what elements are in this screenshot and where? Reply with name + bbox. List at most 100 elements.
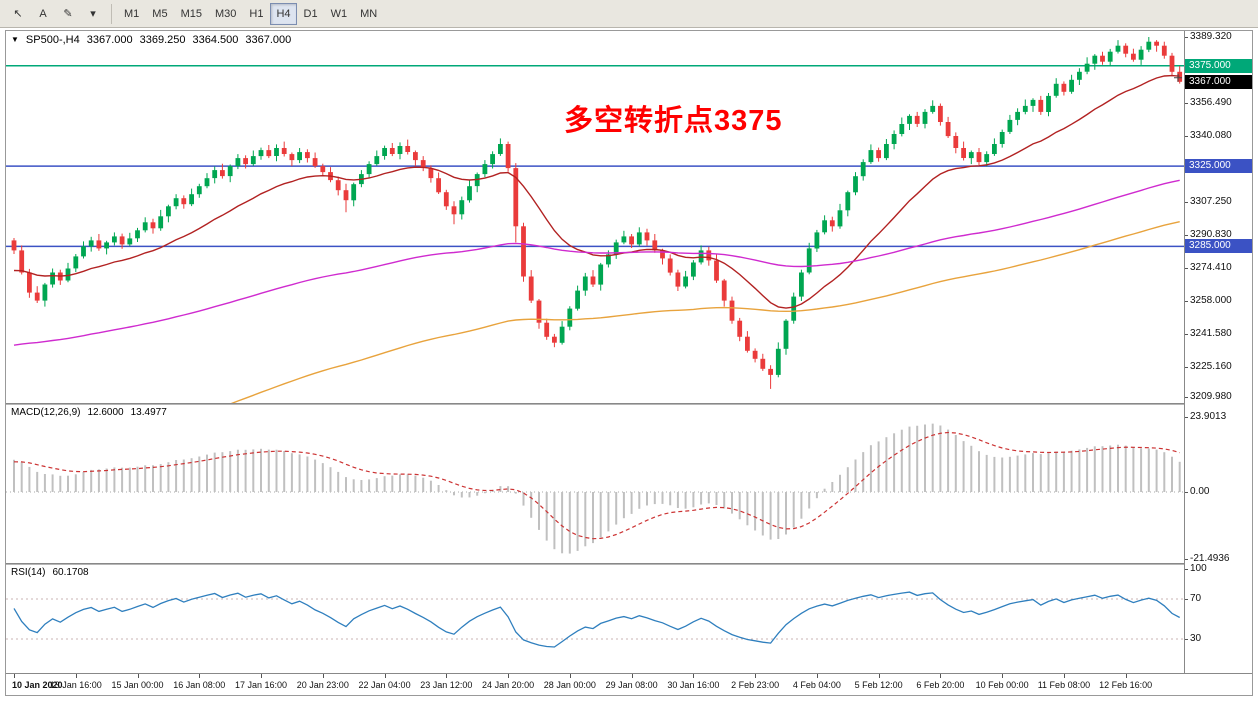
axis-tick [1185,559,1188,560]
macd-pane-svg [6,423,1184,554]
axis-tick [1185,417,1188,418]
axis-tick [1185,639,1188,640]
ohlc-high: 3369.250 [139,34,186,46]
price-axis[interactable]: 3389.3203372.9103356.4903340.0803323.660… [1184,31,1252,673]
ohlc-close: 3367.000 [245,34,292,46]
time-axis-tick [446,674,447,678]
axis-tick [1185,569,1188,570]
time-axis-label: 17 Jan 16:00 [235,680,288,690]
time-axis-tick [632,674,633,678]
timeframe-d1-button[interactable]: D1 [303,7,318,20]
time-axis-label: 16 Jan 08:00 [173,680,226,690]
time-axis-label: 29 Jan 08:00 [605,680,658,690]
axis-tick [1185,235,1188,236]
ohlc-low: 3364.500 [192,34,239,46]
chart-toolbar: ↖ A ✎ ▾ M1 M5 M15 M30 H1 H4 D1 W1 MN [0,0,1258,28]
time-axis-label: 30 Jan 16:00 [667,680,720,690]
pane-splitter-macd[interactable] [6,403,1252,405]
symbol-period-label: SP500-,H4 [25,34,80,46]
time-axis-tick [261,674,262,678]
price-pane[interactable]: ▼ SP500-,H4 3367.000 3369.250 3364.500 3… [6,31,1184,403]
rsi-pane[interactable]: RSI(14) 60.1708 [6,565,1184,673]
timeframe-m15-button[interactable]: M15 [180,7,202,20]
price-axis-label: 3356.490 [1190,96,1232,108]
timeframe-m30-button[interactable]: M30 [214,7,237,20]
price-badge-3367.000: 3367.000 [1185,74,1252,89]
time-axis-label: 11 Feb 08:00 [1037,680,1091,690]
macd-pane[interactable]: MACD(12,26,9) 12.6000 13.4977 [6,405,1184,563]
rsi-axis-label: 70 [1190,593,1202,604]
macd-axis-label: -21.4936 [1190,553,1230,565]
time-axis-label: 22 Jan 04:00 [358,680,411,690]
timeframe-m1-button[interactable]: M1 [124,7,140,20]
price-badge-3375.000: 3375.000 [1185,58,1252,73]
tool-shapes-dropdown-button[interactable]: ▾ [90,8,96,20]
time-axis-tick [755,674,756,678]
axis-tick [1185,397,1188,398]
cross-marker [1174,73,1182,82]
price-axis-label: 3290.830 [1190,228,1232,240]
candles-layer [11,37,1183,389]
macd-label: MACD(12,26,9) [11,407,81,418]
tool-cursor-button[interactable]: ↖ [13,8,23,20]
macd-value: 12.6000 [87,407,124,418]
main-pane-svg [6,37,1184,403]
axis-tick [1185,334,1188,335]
time-axis-tick [817,674,818,678]
time-axis-tick [879,674,880,678]
macd-signal-value: 13.4977 [130,407,167,418]
time-axis-label: 10 Jan 2020 [12,680,63,690]
time-axis-label: 28 Jan 00:00 [543,680,596,690]
time-axis-label: 15 Jan 00:00 [111,680,164,690]
annotation-text[interactable]: 多空转折点3375 [564,105,783,137]
time-axis-label: 24 Jan 20:00 [482,680,535,690]
expander-icon[interactable]: ▼ [11,35,19,44]
axis-tick [1185,202,1188,203]
axis-tick [1185,103,1188,104]
rsi-header: RSI(14) 60.1708 [11,567,89,578]
hlines-layer [6,64,1184,248]
time-axis-tick [570,674,571,678]
tool-draw-button[interactable]: ✎ [63,8,73,20]
time-axis-tick [199,674,200,678]
axis-tick [1185,599,1188,600]
axis-tick [1185,367,1188,368]
time-axis-label: 2 Feb 23:00 [731,680,780,690]
time-axis-tick [1002,674,1003,678]
axis-tick [1185,301,1188,302]
axis-tick [1185,136,1188,137]
rsi-label: RSI(14) [11,567,46,578]
time-axis-tick [1064,674,1065,678]
toolbar-separator [111,3,112,24]
macd-header: MACD(12,26,9) 12.6000 13.4977 [11,407,167,418]
moving-averages-layer [13,74,1180,403]
macd-axis-label: 23.9013 [1190,411,1227,423]
price-axis-label: 3389.320 [1190,31,1232,42]
axis-tick [1185,37,1188,38]
timeframe-h1-button[interactable]: H1 [249,7,264,20]
rsi-pane-svg [6,591,1184,648]
price-axis-label: 3340.080 [1190,129,1232,141]
macd-signal-line [13,431,1180,540]
timeframe-h4-button[interactable]: H4 [270,2,297,25]
timeframe-w1-button[interactable]: W1 [330,7,348,20]
time-axis[interactable]: 10 Jan 2020 13 Jan 16:00 15 Jan 00:00 16 Ja… [6,673,1252,695]
price-axis-label: 3307.250 [1190,195,1232,207]
price-axis-label: 3258.000 [1190,294,1232,306]
pane-splitter-rsi[interactable] [6,563,1252,565]
chart-header: ▼ SP500-,H4 3367.000 3369.250 3364.500 3… [11,34,291,46]
time-axis-label: 12 Feb 16:00 [1099,680,1153,690]
axis-tick [1185,268,1188,269]
timeframe-m5-button[interactable]: M5 [152,7,168,20]
ohlc-open: 3367.000 [86,34,133,46]
rsi-value: 60.1708 [52,567,89,578]
tool-text-label-button[interactable]: A [39,7,47,20]
timeframe-mn-button[interactable]: MN [360,7,378,20]
time-axis-label: 13 Jan 16:00 [49,680,102,690]
time-axis-tick [14,674,15,678]
toolbar-tools: ↖ A ✎ ▾ [6,3,105,25]
time-axis-tick [323,674,324,678]
time-axis-label: 23 Jan 12:00 [420,680,473,690]
ma-slow-orange-line [230,221,1180,403]
time-axis-label: 4 Feb 04:00 [792,680,841,690]
